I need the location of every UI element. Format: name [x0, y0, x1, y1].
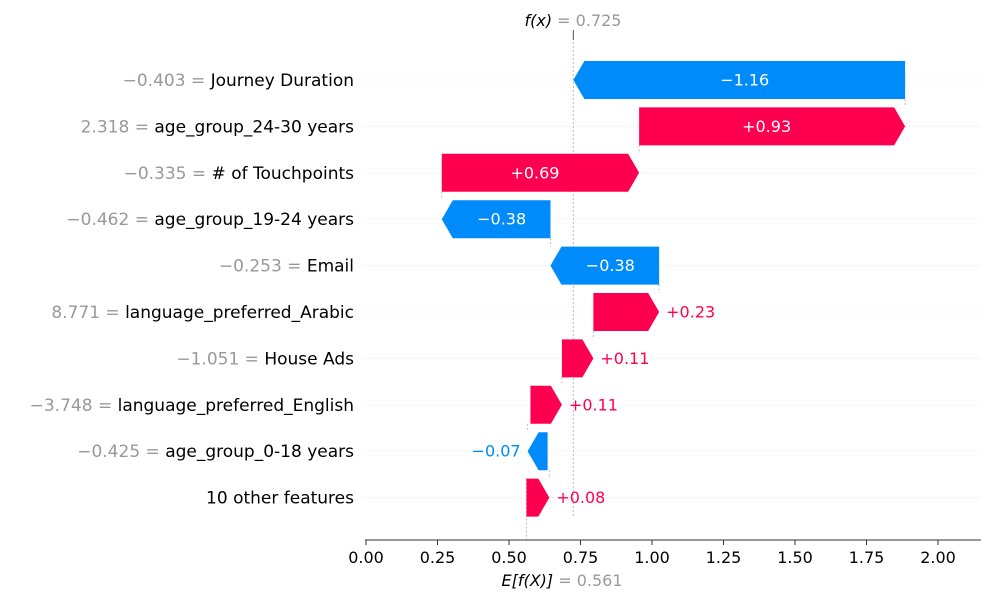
x-tick-label: 0.50	[491, 548, 527, 567]
bar-value-label: +0.11	[569, 395, 618, 414]
x-axis: 0.00 0.25 0.50 0.75 1.00 1.25 1.50 1.75 2.00	[348, 539, 981, 567]
fx-value: 0.725	[576, 11, 622, 30]
feature-label: −0.462 = age_group_19-24 years	[66, 210, 354, 230]
feature-label: −3.748 = language_preferred_English	[30, 396, 354, 416]
bar-5	[550, 246, 660, 285]
feature-value: −0.335 =	[124, 164, 212, 184]
bar-10	[526, 478, 550, 517]
feature-label: −0.403 = Journey Duration	[123, 71, 354, 91]
fx-label: f(x)	[525, 11, 553, 30]
feature-value: −0.425 =	[77, 442, 165, 462]
feature-name: language_preferred_Arabic	[125, 303, 354, 323]
feature-label: −1.051 = House Ads	[176, 349, 354, 369]
feature-name: 10 other features	[206, 489, 354, 509]
feature-label: −0.335 = # of Touchpoints	[124, 164, 355, 184]
feature-value: 2.318 =	[81, 117, 155, 137]
feature-label: 8.771 = language_preferred_Arabic	[51, 303, 354, 323]
x-tick-label: 1.50	[777, 548, 813, 567]
expected-value-annotation: E[f(X)] = 0.561	[501, 571, 622, 590]
feature-name: age_group_0-18 years	[165, 442, 354, 462]
bar-value-label: +0.08	[556, 488, 605, 507]
feature-value: −1.051 =	[176, 349, 264, 369]
bar-value-label: +0.93	[742, 117, 791, 136]
x-tick-label: 0.75	[563, 548, 599, 567]
bar-9	[527, 432, 548, 471]
bar-value-label: −1.16	[720, 71, 769, 90]
bar-value-label: −0.07	[472, 442, 521, 461]
x-tick-label: 2.00	[920, 548, 956, 567]
bar-value-label: +0.11	[600, 349, 649, 368]
x-tick-label: 0.25	[420, 548, 456, 567]
ex-label: E[f(X)]	[501, 571, 553, 590]
ex-value: 0.561	[577, 571, 623, 590]
feature-name: age_group_19-24 years	[154, 210, 354, 230]
bar-8	[530, 385, 562, 424]
bar-6	[593, 293, 660, 331]
x-tick-label: 1.75	[849, 548, 885, 567]
feature-label: 2.318 = age_group_24-30 years	[81, 117, 355, 137]
bar-value-label: +0.23	[666, 303, 715, 322]
fx-eq: =	[552, 11, 576, 30]
feature-value: −0.253 =	[219, 257, 307, 277]
bar-4	[441, 200, 551, 239]
feature-name: Email	[307, 257, 354, 277]
ex-eq: =	[553, 571, 577, 590]
x-tick-label: 0.00	[348, 548, 384, 567]
feature-name: House Ads	[264, 349, 354, 369]
bar-value-label: −0.38	[586, 256, 635, 275]
x-tick-label: 1.00	[634, 548, 670, 567]
x-tick-label: 1.25	[706, 548, 742, 567]
feature-name: # of Touchpoints	[212, 164, 355, 184]
bar-2	[639, 107, 906, 146]
feature-label: 10 other features	[206, 489, 354, 509]
bar-1	[573, 61, 906, 99]
feature-name: Journey Duration	[210, 71, 354, 91]
bar-value-label: −0.38	[477, 210, 526, 229]
feature-value: −0.462 =	[66, 210, 154, 230]
bar-3	[441, 153, 640, 192]
feature-label: −0.253 = Email	[219, 257, 354, 277]
bars: −1.16 +0.93 +0.69 −0.38 −0.38 +0.23 +0.11 +0.11…	[441, 61, 906, 517]
fx-annotation: f(x) = 0.725	[525, 11, 622, 30]
feature-name: language_preferred_English	[118, 396, 354, 416]
feature-label: −0.425 = age_group_0-18 years	[77, 442, 354, 462]
bar-7	[561, 339, 594, 378]
feature-name: age_group_24-30 years	[154, 117, 354, 137]
bar-value-label: +0.69	[510, 163, 559, 182]
feature-labels: −0.403 = Journey Duration 2.318 = age_gro…	[30, 71, 355, 509]
feature-value: 8.771 =	[51, 303, 125, 323]
feature-value: −0.403 =	[123, 71, 211, 91]
feature-value: −3.748 =	[30, 396, 118, 416]
reference-lines	[441, 30, 906, 540]
